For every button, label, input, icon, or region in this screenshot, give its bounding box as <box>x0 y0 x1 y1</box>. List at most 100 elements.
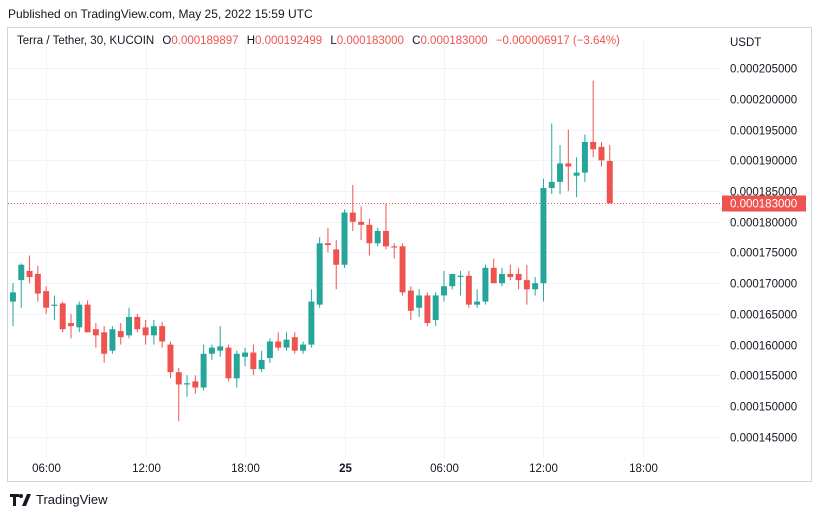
candle <box>548 123 555 195</box>
candle-body <box>366 224 373 244</box>
candle-body <box>76 304 83 328</box>
candle-body <box>424 295 431 324</box>
candle-body <box>374 230 381 244</box>
candle-body <box>590 141 597 150</box>
candle <box>358 206 365 241</box>
tradingview-footer[interactable]: TradingView <box>10 492 108 507</box>
candle-body <box>117 331 124 338</box>
candle-body <box>399 246 406 293</box>
candle <box>557 145 564 195</box>
y-tick-label: 0.000200000 <box>730 95 797 107</box>
y-tick-label: 0.000145000 <box>730 433 797 445</box>
candle-body <box>457 275 464 278</box>
candle-body <box>382 230 389 247</box>
candle <box>9 283 16 327</box>
candle <box>499 267 505 287</box>
candle-body <box>565 163 572 167</box>
candle <box>441 270 447 302</box>
candle <box>540 178 547 302</box>
y-tick-label: 0.000190000 <box>730 156 797 168</box>
candle <box>101 326 108 363</box>
candle-body <box>349 212 356 222</box>
candle <box>565 129 572 192</box>
candle-body <box>557 163 564 182</box>
open-value: 0.000189897 <box>171 35 239 47</box>
candle-body <box>167 344 174 373</box>
candle-body <box>225 347 232 379</box>
candle-body <box>200 353 207 388</box>
candle <box>18 263 25 308</box>
candle-body <box>316 243 323 305</box>
high-label: H <box>246 35 256 47</box>
candle-body <box>134 316 141 330</box>
y-tick-label: 0.000160000 <box>730 341 797 353</box>
candle <box>590 80 597 158</box>
candle-body <box>432 295 439 320</box>
candle <box>308 289 315 348</box>
candle-body <box>92 329 99 336</box>
low-value: 0.000183000 <box>336 35 404 47</box>
candle-body <box>208 347 215 354</box>
candle <box>598 141 605 167</box>
y-tick-label: 0.000170000 <box>730 279 797 291</box>
candle-body <box>490 267 497 284</box>
candle <box>515 267 522 290</box>
y-tick-label: 0.000165000 <box>730 310 797 322</box>
candle <box>208 344 215 360</box>
candle <box>374 227 381 247</box>
y-tick-label: 0.000155000 <box>730 371 797 383</box>
candle-body <box>333 249 340 265</box>
candle <box>333 240 340 290</box>
candle-body <box>499 273 505 284</box>
candle-body <box>465 275 472 305</box>
y-tick-label: 0.000195000 <box>730 126 797 138</box>
candle <box>382 203 389 250</box>
candle <box>26 255 33 284</box>
candle <box>283 332 290 351</box>
candle <box>316 237 323 308</box>
last-price-label: 0.000183000 <box>730 199 797 211</box>
candle-body <box>258 359 265 370</box>
candle-body <box>606 160 613 204</box>
candle-body <box>532 283 539 290</box>
open-label: O <box>162 35 172 47</box>
candle <box>324 227 331 253</box>
candle <box>349 184 356 231</box>
candle <box>200 344 207 391</box>
candle <box>266 338 273 363</box>
candle-body <box>9 292 16 302</box>
candle <box>43 286 50 314</box>
candle-body <box>441 286 447 296</box>
candle <box>391 243 398 259</box>
x-axis: 06:00 12:00 18:00 25 06:00 12:00 18:00 <box>32 463 658 475</box>
x-tick-label: 12:00 <box>132 463 161 475</box>
candle-body <box>34 273 41 294</box>
y-tick-label: 0.000205000 <box>730 64 797 76</box>
candle-body <box>275 341 282 348</box>
candle <box>217 326 224 357</box>
x-tick-label: 06:00 <box>32 463 61 475</box>
candle-body <box>26 270 33 278</box>
ohlc-legend: Terra / Tether, 30, KUCOIN O0.000189897 … <box>17 35 620 47</box>
candle <box>225 344 232 382</box>
candle <box>407 286 414 320</box>
x-tick-label: 18:00 <box>231 463 260 475</box>
candle-body <box>300 344 307 351</box>
candle <box>126 307 132 339</box>
candle-body <box>416 295 423 308</box>
candle-body <box>242 352 249 357</box>
candle-body <box>84 304 91 333</box>
y-tick-label: 0.000180000 <box>730 218 797 230</box>
close-label: C <box>412 35 421 47</box>
candle-body <box>449 273 456 287</box>
candle <box>424 292 431 327</box>
candle-body <box>68 323 74 327</box>
candle <box>523 264 530 305</box>
candle-body <box>291 337 298 351</box>
grid-lines <box>8 40 720 458</box>
candle <box>300 341 307 354</box>
candle <box>84 300 91 333</box>
candle <box>192 375 199 394</box>
y-tick-label: 0.000175000 <box>730 248 797 260</box>
